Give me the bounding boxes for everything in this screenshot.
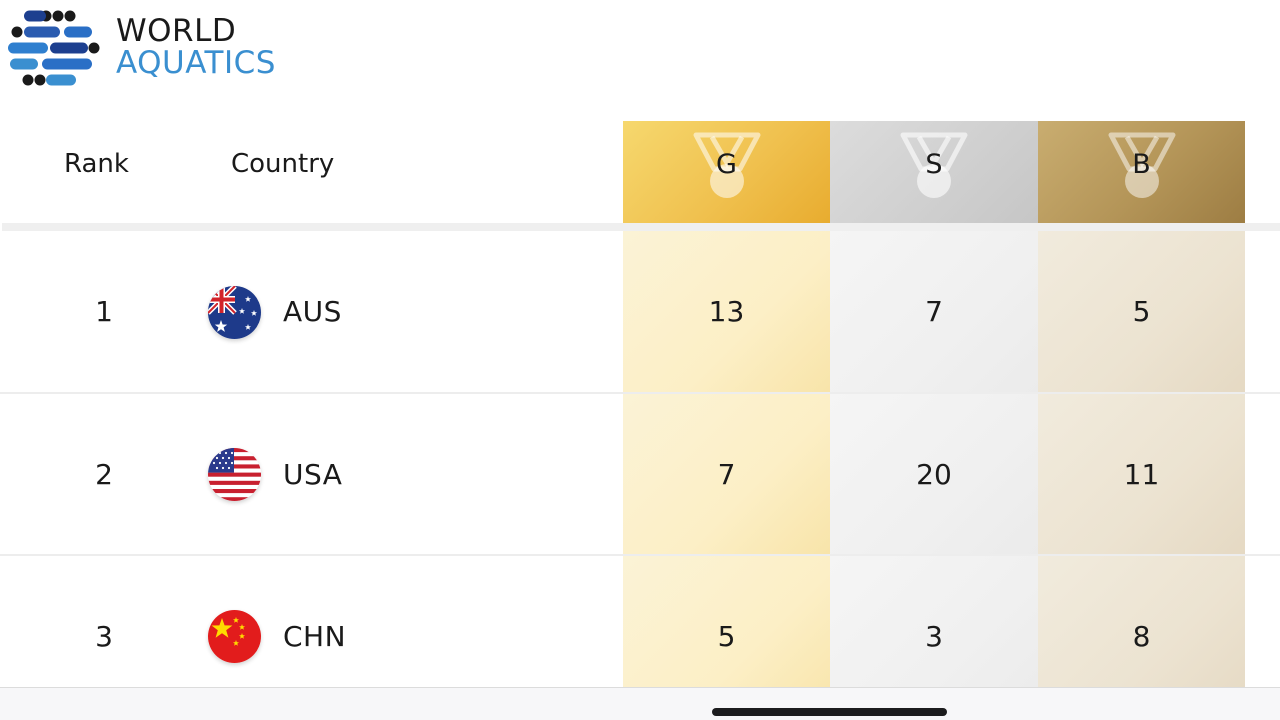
- medal-table: Rank Country G S: [0, 121, 1280, 718]
- country-code: AUS: [283, 295, 342, 328]
- silver-count: 20: [916, 458, 952, 491]
- row-divider: [0, 392, 1280, 394]
- silver-column-label: S: [925, 149, 943, 180]
- bronze-count: 8: [1132, 620, 1151, 653]
- australia-flag-icon: [208, 286, 261, 339]
- bronze-medal-icon: [1108, 132, 1176, 198]
- logo-line2: AQUATICS: [116, 45, 276, 81]
- bronze-column-header[interactable]: B: [1038, 121, 1245, 223]
- row-divider: [0, 554, 1280, 556]
- silver-column-header[interactable]: S: [830, 121, 1038, 223]
- table-header: Rank Country G S: [0, 121, 1280, 223]
- bronze-count: 5: [1132, 295, 1151, 328]
- header: WORLD AQUATICS: [0, 0, 1280, 120]
- table-row[interactable]: 1 AUS 13: [0, 231, 1280, 393]
- logo-line1: WORLD: [116, 13, 237, 49]
- gold-cell: 13: [623, 231, 830, 393]
- home-indicator[interactable]: [712, 708, 947, 716]
- gold-medal-icon: [693, 132, 761, 198]
- silver-cell: 20: [830, 394, 1038, 556]
- silver-cell: 7: [830, 231, 1038, 393]
- gold-column-header[interactable]: G: [623, 121, 830, 223]
- silver-count: 7: [925, 295, 943, 328]
- china-flag-icon: [208, 610, 261, 663]
- bronze-column-label: B: [1132, 149, 1151, 180]
- bottom-bar: [0, 687, 1280, 720]
- silver-count: 3: [925, 620, 943, 653]
- header-divider: [2, 223, 1280, 231]
- gold-count: 5: [717, 620, 736, 653]
- country-column-header[interactable]: Country: [231, 149, 335, 179]
- bronze-cell: 5: [1038, 231, 1245, 393]
- gold-column-label: G: [716, 149, 737, 180]
- world-aquatics-logo-icon: [8, 10, 100, 86]
- country-code: CHN: [283, 620, 347, 653]
- gold-count: 7: [717, 458, 736, 491]
- bronze-count: 11: [1123, 458, 1160, 491]
- usa-flag-icon: [208, 448, 261, 501]
- gold-cell: 7: [623, 394, 830, 556]
- bronze-cell: 11: [1038, 394, 1245, 556]
- logo-wordmark: WORLD AQUATICS: [116, 16, 276, 79]
- table-row[interactable]: 2: [0, 394, 1280, 556]
- silver-medal-icon: [900, 132, 968, 198]
- rank-cell: 1: [95, 295, 113, 328]
- country-code: USA: [283, 458, 343, 491]
- rank-column-header[interactable]: Rank: [64, 149, 129, 179]
- gold-count: 13: [708, 295, 745, 328]
- rank-cell: 3: [95, 620, 113, 653]
- rank-cell: 2: [95, 458, 113, 491]
